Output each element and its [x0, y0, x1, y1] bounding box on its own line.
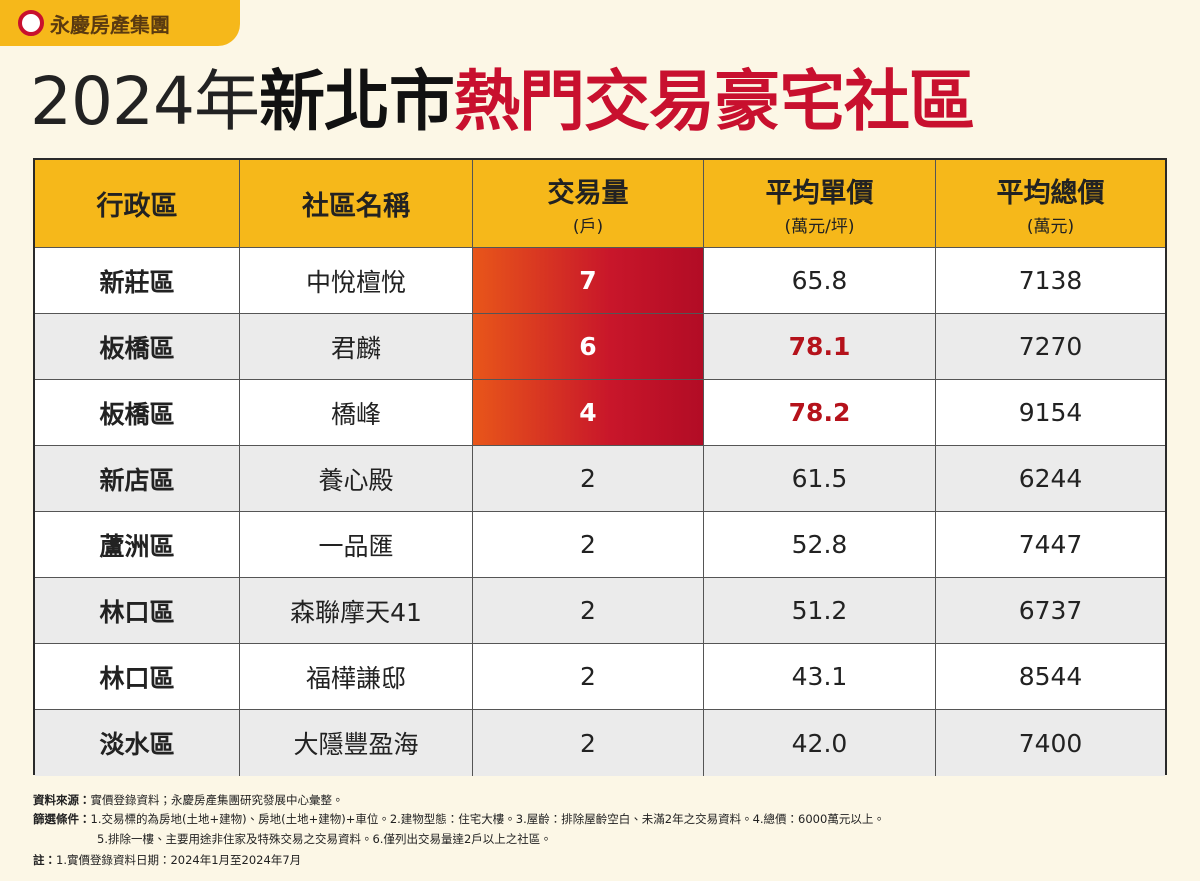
table-cell: 4 [473, 380, 704, 446]
header-unit: (戶) [572, 216, 604, 237]
header-cell: 社區名稱 [240, 160, 473, 248]
table-cell: 新店區 [35, 446, 240, 512]
table-cell: 中悅檀悅 [240, 248, 473, 314]
table-cell: 6244 [936, 446, 1165, 512]
table-cell: 森聯摩天41 [240, 578, 473, 644]
table-cell: 7 [473, 248, 704, 314]
header-unit: (萬元/坪) [784, 216, 855, 237]
header-label: 平均單價 [765, 177, 874, 209]
header-label: 社區名稱 [302, 191, 410, 222]
table-cell: 福樺謙邸 [240, 644, 473, 710]
table-cell: 板橋區 [35, 380, 240, 446]
table-cell: 8544 [936, 644, 1165, 710]
header-cell: 交易量 (戶) [473, 160, 704, 248]
note-label: 篩選條件： [33, 812, 91, 826]
table-cell: 養心殿 [240, 446, 473, 512]
table-cell: 蘆洲區 [35, 512, 240, 578]
table-cell: 43.1 [704, 644, 936, 710]
header-cell: 平均總價 (萬元) [936, 160, 1165, 248]
note-text: 實價登錄資料；永慶房產集團研究發展中心彙整。 [90, 793, 344, 807]
note-remark: 註：1.實價登錄資料日期：2024年1月至2024年7月 [33, 852, 301, 868]
table-cell: 6737 [936, 578, 1165, 644]
table-cell: 林口區 [35, 644, 240, 710]
header-label: 行政區 [96, 191, 178, 222]
header-unit: (萬元) [1026, 216, 1075, 237]
table-cell: 2 [473, 446, 704, 512]
table-cell: 65.8 [704, 248, 936, 314]
table-cell: 2 [473, 578, 704, 644]
note-source: 資料來源：實價登錄資料；永慶房產集團研究發展中心彙整。 [33, 792, 344, 808]
table-cell: 板橋區 [35, 314, 240, 380]
title-year: 2024年 [30, 63, 260, 140]
table-cell: 42.0 [704, 710, 936, 776]
title-topic: 熱門交易豪宅社區 [453, 63, 975, 140]
note-criteria-cont: 5.排除一樓、主要用途非住家及特殊交易之交易資料。6.僅列出交易量達2戶以上之社… [97, 831, 552, 847]
table-cell: 9154 [936, 380, 1165, 446]
header-label: 交易量 [547, 177, 629, 209]
table-cell: 6 [473, 314, 704, 380]
note-text: 1.交易標的為房地(土地+建物)、房地(土地+建物)+車位。2.建物型態：住宅大… [90, 812, 885, 826]
table: 行政區 社區名稱 交易量 (戶) 平均單價 (萬元/坪) 平均總價 (萬元) 新莊區 中悅檀悅 7 6… [33, 158, 1167, 776]
table-cell: 2 [473, 710, 704, 776]
note-criteria: 篩選條件：1.交易標的為房地(土地+建物)、房地(土地+建物)+車位。2.建物型… [33, 811, 885, 827]
table-cell: 大隱豐盈海 [240, 710, 473, 776]
note-text: 1.實價登錄資料日期：2024年1月至2024年7月 [56, 853, 302, 867]
table-cell: 君麟 [240, 314, 473, 380]
table-cell: 林口區 [35, 578, 240, 644]
table-cell: 新莊區 [35, 248, 240, 314]
table-cell: 78.1 [704, 314, 936, 380]
table-cell: 7138 [936, 248, 1165, 314]
table-cell: 2 [473, 644, 704, 710]
table-cell: 61.5 [704, 446, 936, 512]
table-cell: 51.2 [704, 578, 936, 644]
note-text: 5.排除一樓、主要用途非住家及特殊交易之交易資料。6.僅列出交易量達2戶以上之社… [97, 832, 552, 846]
brand-name: 永慶房產集團 [50, 12, 170, 37]
table-cell: 橋峰 [240, 380, 473, 446]
table-cell: 7270 [936, 314, 1165, 380]
table-cell: 淡水區 [35, 710, 240, 776]
table-cell: 2 [473, 512, 704, 578]
note-label: 註： [33, 853, 56, 867]
note-label: 資料來源： [33, 793, 91, 807]
table-cell: 7400 [936, 710, 1165, 776]
table-cell: 一品匯 [240, 512, 473, 578]
title: 2024年新北市熱門交易豪宅社區 [30, 62, 975, 142]
table-cell: 52.8 [704, 512, 936, 578]
header-label: 平均總價 [996, 177, 1105, 209]
table-cell: 78.2 [704, 380, 936, 446]
header-cell: 行政區 [35, 160, 240, 248]
header-cell: 平均單價 (萬元/坪) [704, 160, 936, 248]
table-cell: 7447 [936, 512, 1165, 578]
brand-logo [18, 10, 44, 36]
brand-tab: 永慶房產集團 [0, 0, 240, 46]
title-city: 新北市 [258, 63, 455, 140]
